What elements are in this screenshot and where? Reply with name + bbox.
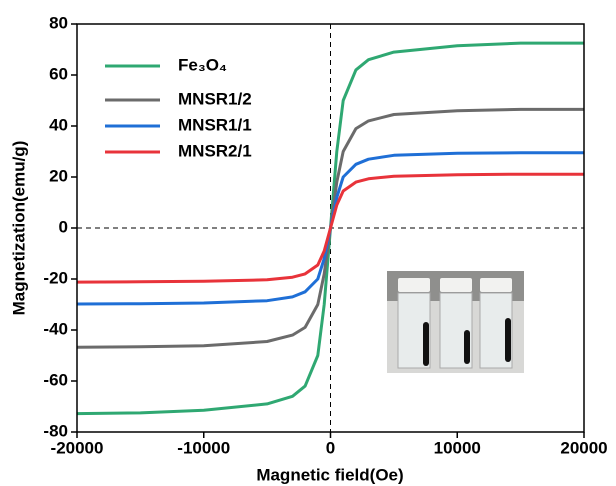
y-tick-label: -20 — [43, 268, 68, 287]
inset-photo — [387, 271, 524, 373]
legend-label: MNSR1/1 — [178, 115, 252, 134]
y-tick-label: 0 — [59, 217, 68, 236]
x-axis-label: Magnetic field(Oe) — [256, 465, 403, 484]
x-tick-label: 20000 — [560, 438, 607, 457]
x-tick-label: -10000 — [177, 438, 230, 457]
legend-label: MNSR1/2 — [178, 89, 252, 108]
y-tick-label: 60 — [49, 64, 68, 83]
y-tick-label: 40 — [49, 115, 68, 134]
x-tick-label: -20000 — [51, 438, 104, 457]
legend-label: MNSR2/1 — [178, 141, 252, 160]
y-axis-label: Magnetization(emu/g) — [9, 141, 28, 316]
x-tick-label: 0 — [326, 438, 335, 457]
legend-label: Fe₃O₄ — [178, 55, 227, 74]
y-tick-label: 80 — [49, 13, 68, 32]
plot-frame — [76, 23, 585, 433]
y-tick-label: -60 — [43, 370, 68, 389]
y-tick-label: -40 — [43, 319, 68, 338]
series-line — [76, 172, 584, 284]
y-tick-label: 20 — [49, 166, 68, 185]
x-tick-label: 10000 — [434, 438, 481, 457]
y-tick-label: -80 — [43, 421, 68, 440]
